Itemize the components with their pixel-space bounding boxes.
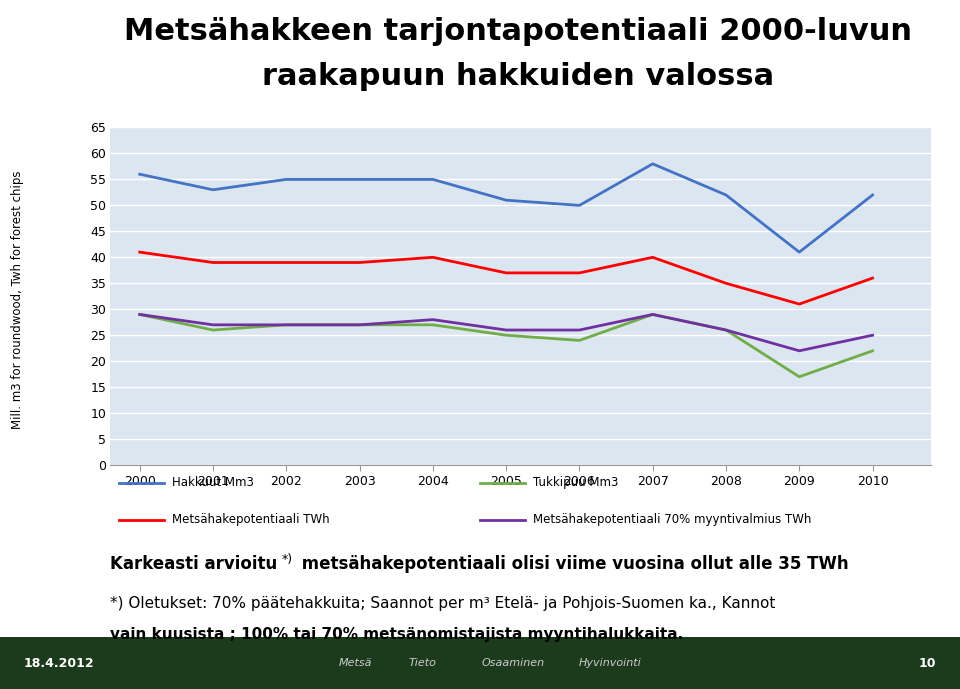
Text: vain kuusista ; 100% tai 70% metsänomistajista myyntihalukkaita.: vain kuusista ; 100% tai 70% metsänomist…: [110, 627, 684, 642]
Text: *) Oletukset: 70% päätehakkuita; Saannot per m³ Etelä- ja Pohjois-Suomen ka., Ka: *) Oletukset: 70% päätehakkuita; Saannot…: [110, 596, 776, 611]
Text: Metsä: Metsä: [339, 658, 372, 668]
Text: Mill. m3 for roundwood, Twh for forest chips: Mill. m3 for roundwood, Twh for forest c…: [11, 170, 24, 429]
Text: Hyvinvointi: Hyvinvointi: [578, 658, 641, 668]
Text: 18.4.2012: 18.4.2012: [24, 657, 95, 670]
Text: Metsähakepotentiaali 70% myyntivalmius TWh: Metsähakepotentiaali 70% myyntivalmius T…: [533, 513, 811, 526]
Text: raakapuun hakkuiden valossa: raakapuun hakkuiden valossa: [262, 62, 775, 91]
Text: Osaaminen: Osaaminen: [482, 658, 545, 668]
Text: Tieto: Tieto: [408, 658, 437, 668]
Text: *): *): [281, 553, 293, 566]
Text: metsähakepotentiaali olisi viime vuosina ollut alle 35 TWh: metsähakepotentiaali olisi viime vuosina…: [296, 555, 849, 573]
Text: Karkeasti arvioitu: Karkeasti arvioitu: [110, 555, 277, 573]
Text: Hakkuut Mm3: Hakkuut Mm3: [172, 476, 253, 489]
Text: Metsähakkeen tarjontapotentiaali 2000-luvun: Metsähakkeen tarjontapotentiaali 2000-lu…: [125, 17, 912, 46]
Text: 10: 10: [919, 657, 936, 670]
Text: Metsähakepotentiaali TWh: Metsähakepotentiaali TWh: [172, 513, 329, 526]
Text: Tukkipuu Mm3: Tukkipuu Mm3: [533, 476, 618, 489]
